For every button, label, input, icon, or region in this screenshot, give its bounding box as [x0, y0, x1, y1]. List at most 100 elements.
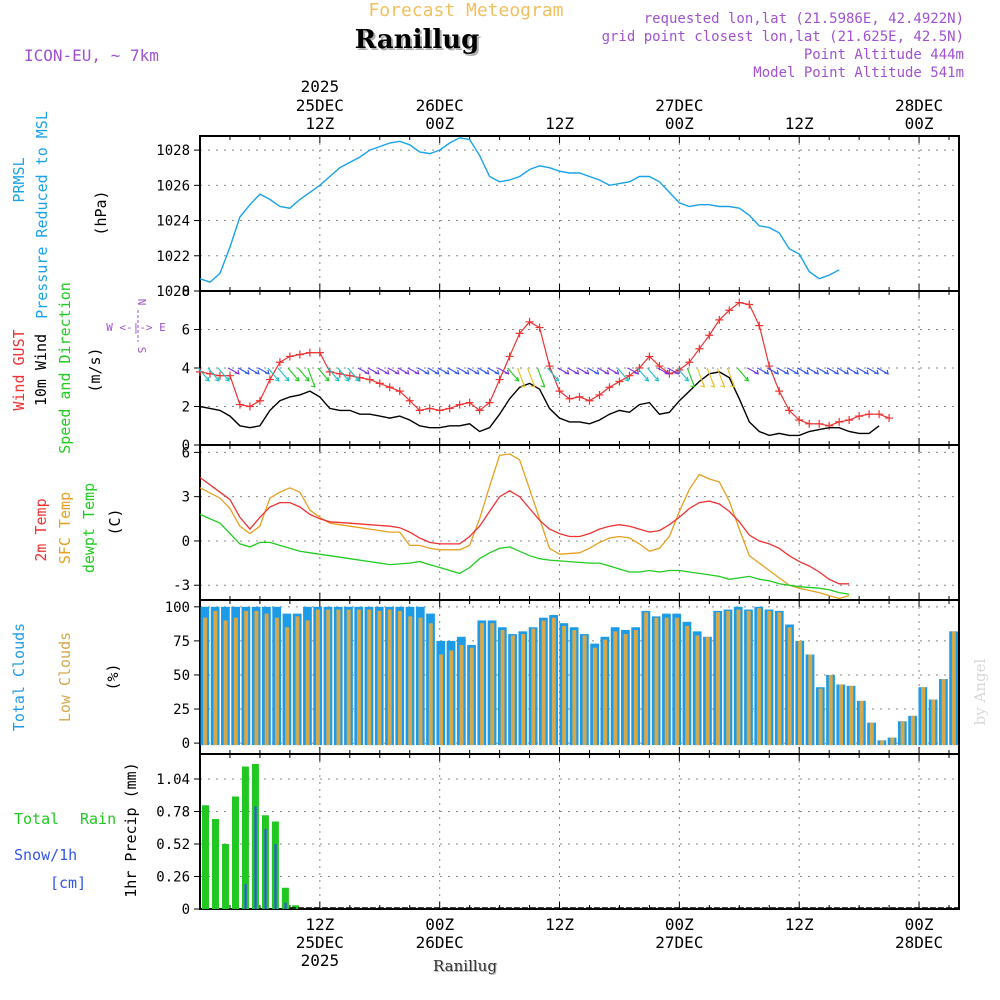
wind-gust-marker [875, 410, 884, 419]
precip-total-bar [221, 844, 229, 909]
wind-arrow-icon [547, 367, 559, 382]
wind-arrow-icon [646, 367, 659, 382]
wind-gust-marker [225, 371, 234, 380]
low-cloud-bar [254, 610, 259, 746]
wind-gust-marker [485, 398, 494, 407]
wind-gust-marker [795, 415, 804, 424]
low-cloud-bar [880, 740, 885, 746]
wind-arrowhead-icon [614, 369, 620, 375]
wind-arrowhead-icon [604, 369, 610, 375]
low-cloud-bar [264, 613, 269, 746]
dewpt-temp-line [199, 513, 850, 595]
low-cloud-bar [233, 617, 238, 746]
wind-gust-marker [615, 377, 624, 386]
wind-speed-line [199, 371, 880, 437]
wind-arrowhead-icon [754, 369, 760, 375]
wind-arrowhead-icon [434, 369, 440, 375]
low-cloud-bar [418, 617, 423, 746]
y-tick-label: 4 [182, 361, 190, 377]
low-cloud-bar [623, 634, 628, 746]
low-cloud-bar [541, 620, 546, 746]
precip-snow-bar [264, 829, 267, 909]
label-dewpt-temp: dewpt Temp [80, 483, 98, 573]
footer-location-shadow: Ranillug [434, 958, 498, 976]
low-cloud-bar [398, 610, 402, 746]
compass-north: N [135, 299, 148, 306]
wind-gust-marker [535, 323, 544, 332]
y-tick-label: 25 [173, 702, 190, 718]
low-cloud-bar [603, 639, 608, 746]
wind-arrowhead-icon [404, 369, 410, 375]
wind-arrow-icon [207, 367, 220, 382]
bottom-time-label: 27DEC [655, 933, 703, 952]
wind-arrowhead-icon [484, 369, 490, 375]
precip-snow-bar [254, 806, 257, 909]
wind-arrow-icon [277, 367, 290, 382]
bottom-time-label: 25DEC [296, 933, 344, 952]
low-cloud-bar [439, 654, 443, 746]
wind-gust-marker [805, 419, 814, 428]
plot-area: 1020102210241026102802468-30360255075100… [156, 77, 960, 970]
wind-arrowhead-icon [574, 369, 580, 375]
y-tick-label: 50 [173, 668, 190, 684]
low-cloud-bar [828, 674, 833, 746]
wind-arrow-icon [676, 367, 689, 382]
low-cloud-bar [367, 609, 372, 746]
wind-gust-marker [405, 396, 414, 405]
low-cloud-bar [921, 687, 926, 746]
low-cloud-bar [582, 635, 587, 746]
low-cloud-bar [274, 617, 279, 746]
wind-arrowhead-icon [254, 369, 260, 375]
low-cloud-bar [900, 721, 905, 746]
y-tick-label: 0 [182, 902, 190, 918]
wind-arrowhead-icon [384, 369, 390, 375]
wind-arrowhead-icon [224, 376, 230, 382]
low-cloud-bar [428, 623, 433, 746]
wind-arrowhead-icon [824, 369, 829, 375]
wind-arrowhead-icon [674, 369, 680, 375]
label-prmsl: PRMSL [10, 157, 28, 202]
wind-gust-marker [685, 358, 694, 367]
top-time-label: 12Z [785, 114, 814, 133]
low-cloud-bar [469, 647, 474, 746]
wind-arrowhead-icon [514, 376, 520, 382]
y-tick-label: 75 [173, 634, 190, 650]
wind-gust-marker [325, 367, 334, 376]
wind-arrowhead-icon [264, 369, 270, 375]
top-time-label: 12Z [305, 114, 334, 133]
low-cloud-bar [244, 610, 249, 746]
low-cloud-bar [869, 722, 874, 746]
wind-gust-line [199, 301, 890, 427]
wind-gust-marker [265, 375, 274, 384]
low-cloud-bar [705, 636, 710, 746]
wind-arrowhead-icon [564, 369, 570, 375]
low-cloud-bar [510, 635, 515, 746]
wind-gust-marker [475, 406, 484, 415]
low-cloud-bar [644, 612, 649, 746]
wind-gust-marker [315, 348, 324, 357]
wind-arrowhead-icon [424, 369, 430, 375]
bottom-time-label: 12Z [785, 915, 814, 934]
low-cloud-bar [326, 609, 331, 746]
wind-arrowhead-icon [784, 369, 789, 375]
wind-arrowhead-icon [644, 376, 650, 382]
precip-total-bar [281, 887, 289, 909]
low-cloud-bar [654, 617, 659, 746]
wind-gust-marker [285, 352, 294, 361]
bottom-time-label: 00Z [425, 915, 454, 934]
wind-gust-marker [365, 375, 374, 384]
wind-arrowhead-icon [414, 369, 420, 375]
wind-arrowhead-icon [304, 376, 310, 382]
wind-gust-marker [835, 417, 844, 426]
wind-gust-marker [605, 383, 614, 392]
wind-arrowhead-icon [594, 369, 600, 375]
low-cloud-bar [695, 635, 700, 746]
y-tick-label: 0.26 [156, 870, 190, 886]
label-rain: Rain [80, 810, 116, 828]
wind-gust-marker [625, 371, 634, 380]
wind-arrowhead-icon [584, 369, 590, 375]
low-cloud-bar [664, 617, 669, 746]
wind-gust-marker [495, 375, 504, 384]
wind-arrowhead-icon [364, 369, 370, 375]
wind-gust-marker [375, 379, 384, 388]
